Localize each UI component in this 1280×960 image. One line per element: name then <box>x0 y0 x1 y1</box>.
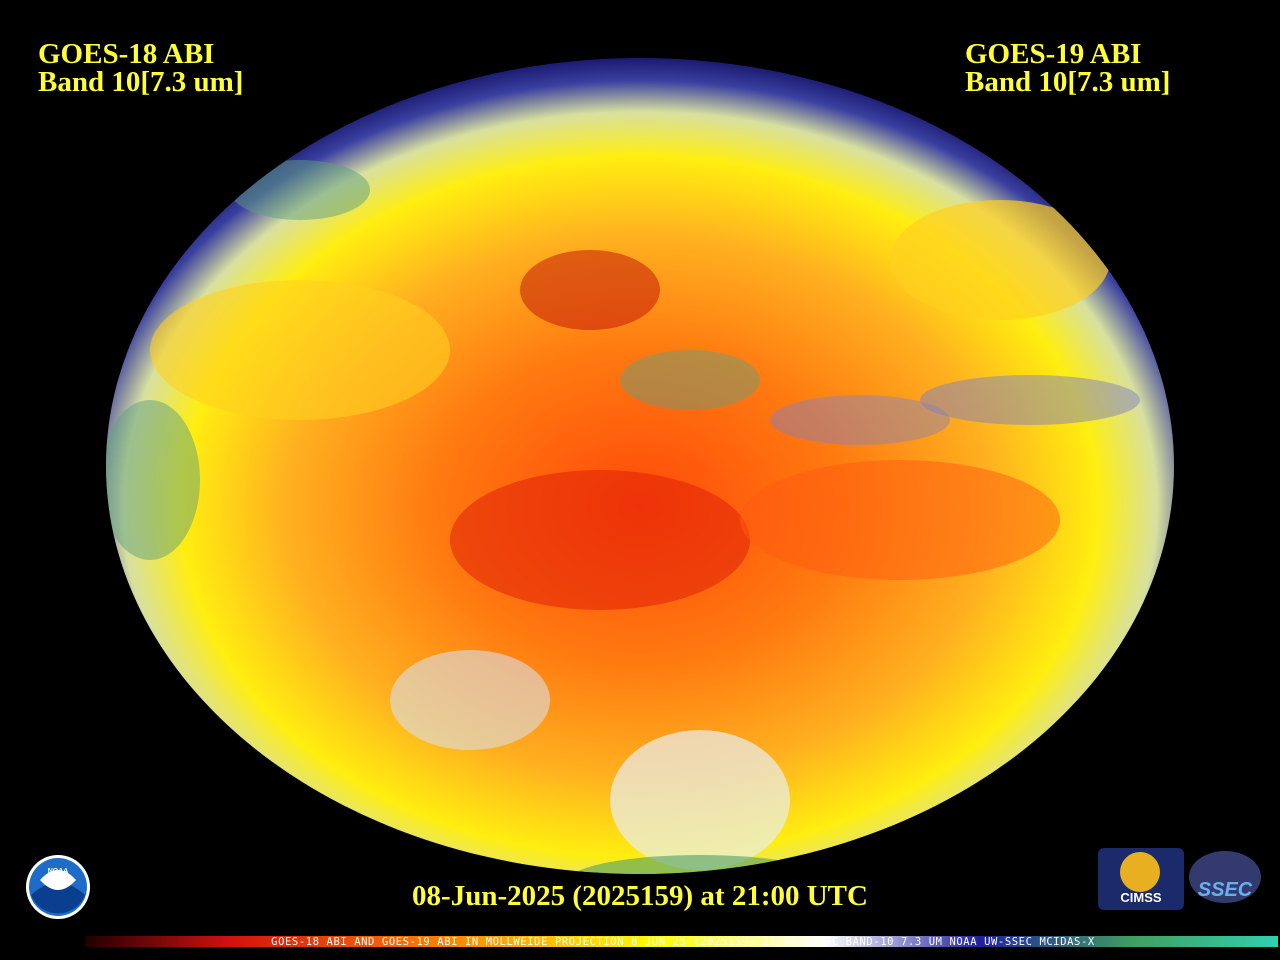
noaa-text: NOAA <box>48 868 69 875</box>
footer: GOES-18 ABI AND GOES-19 ABI IN MOLLWEIDE… <box>271 936 1095 948</box>
color-bar <box>85 936 1278 947</box>
right-label: Band 10[7.3 um] <box>965 66 1170 98</box>
timestamp: 08-Jun-2025 (2025159) at 21:00 UTC <box>412 880 868 912</box>
noaa-logo: NOAA <box>26 855 90 919</box>
cimss-text: CIMSS <box>1120 890 1162 905</box>
left-label: Band 10[7.3 um] <box>38 66 243 98</box>
left-label: GOES-18 ABI <box>38 38 214 70</box>
cimss-logo: CIMSS <box>1098 848 1184 910</box>
ssec-logo: SSEC <box>1189 851 1261 903</box>
ssec-text: SSEC <box>1198 879 1253 901</box>
right-label: GOES-19 ABI <box>965 38 1141 70</box>
weather-features <box>106 160 1140 874</box>
